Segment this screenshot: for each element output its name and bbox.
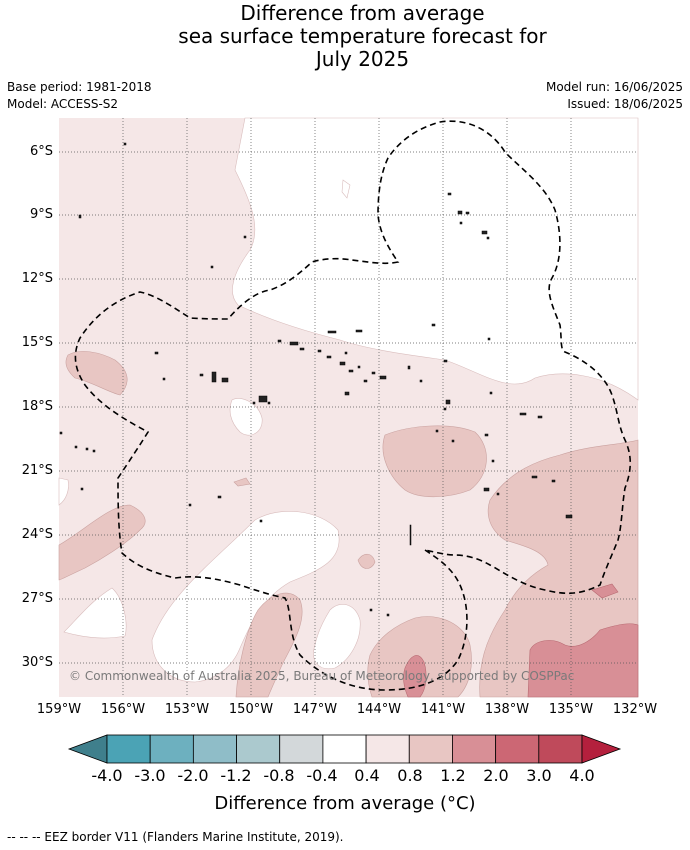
colorbar-cells [106, 734, 583, 764]
lon-tick-153w: 153°W [164, 702, 210, 717]
copyright-notice: © Commonwealth of Australia 2025, Bureau… [69, 669, 575, 683]
colorbar-cell [279, 734, 324, 764]
colorbar-label-neg0-4: -0.4 [306, 766, 338, 785]
meta-right: Model run: 16/06/2025 Issued: 18/06/2025 [546, 79, 683, 113]
lat-tick-27s: 27°S [21, 591, 53, 606]
issued-text: Issued: 18/06/2025 [567, 97, 683, 111]
warm-patch-tiny [233, 477, 251, 487]
colorbar-label-0-8: 0.8 [397, 766, 423, 785]
chart-title: Difference from average sea surface temp… [0, 2, 690, 71]
colorbar-cell [149, 734, 194, 764]
eez-footnote: -- -- -- EEZ border V11 (Flanders Marine… [7, 830, 344, 844]
neutral-patch-tiny [341, 179, 351, 199]
neutral-patch-south [313, 603, 361, 670]
lon-tick-132w: 132°W [612, 702, 658, 717]
colorbar-cell [322, 734, 367, 764]
colorbar-label-3-0: 3.0 [526, 766, 552, 785]
colorbar-cell [495, 734, 540, 764]
neutral-patch-southwest [63, 587, 127, 639]
colorbar-extend-low [67, 734, 108, 764]
colorbar-label-neg1-2: -1.2 [220, 766, 252, 785]
model-run-text: Model run: 16/06/2025 [545, 80, 683, 94]
colorbar [67, 734, 622, 764]
lat-tick-30s: 30°S [21, 655, 53, 670]
colorbar-cell [408, 734, 453, 764]
neutral-region-south-central [151, 510, 340, 683]
map-gridlines [59, 118, 638, 697]
colorbar-title: Difference from average (°C) [214, 793, 476, 814]
base-period-text: Base period: 1981-2018 [7, 80, 152, 94]
warmer-patch-east [591, 583, 619, 599]
meta-left: Base period: 1981-2018 Model: ACCESS-S2 [7, 79, 152, 113]
colorbar-cell [538, 734, 583, 764]
lon-tick-156w: 156°W [100, 702, 146, 717]
lat-tick-24s: 24°S [21, 527, 53, 542]
warmer-patch-south [403, 655, 427, 698]
colorbar-label-neg0-8: -0.8 [263, 766, 295, 785]
lon-tick-150w: 150°W [228, 702, 274, 717]
warm-patch-central [382, 425, 487, 498]
colorbar-cell [365, 734, 410, 764]
lat-tick-15s: 15°S [21, 335, 53, 350]
warm-patch-small [357, 553, 376, 569]
lat-tick-6s: 6°S [29, 144, 53, 159]
colorbar-extend-high [581, 734, 622, 764]
title-line-1: Difference from average [240, 1, 485, 25]
lat-tick-21s: 21°S [21, 463, 53, 478]
lon-tick-147w: 147°W [292, 702, 338, 717]
warm-patch-west [65, 351, 128, 396]
lat-tick-18s: 18°S [21, 399, 53, 414]
lon-tick-138w: 138°W [484, 702, 530, 717]
title-line-3: July 2025 [315, 47, 410, 71]
colorbar-cell [192, 734, 237, 764]
colorbar-cell [106, 734, 151, 764]
eez-border [74, 120, 632, 691]
warm-patch-southwest [58, 504, 146, 581]
title-line-2: sea surface temperature forecast for [178, 24, 547, 48]
colorbar-label-2-0: 2.0 [483, 766, 509, 785]
neutral-patch-west [58, 477, 69, 506]
colorbar-cell [452, 734, 497, 764]
islands [59, 142, 573, 617]
colorbar-label-neg4: -4.0 [91, 766, 123, 785]
colorbar-label-0-4: 0.4 [354, 766, 380, 785]
lon-tick-135w: 135°W [548, 702, 594, 717]
colorbar-label-neg2: -2.0 [177, 766, 209, 785]
colorbar-label-4-0: 4.0 [569, 766, 595, 785]
warm-patch-south [235, 592, 303, 698]
colorbar-cell [236, 734, 281, 764]
lat-tick-12s: 12°S [21, 271, 53, 286]
lat-tick-9s: 9°S [29, 207, 53, 222]
colorbar-label-1-2: 1.2 [440, 766, 466, 785]
neutral-region-north [232, 117, 639, 401]
colorbar-label-neg3: -3.0 [134, 766, 166, 785]
model-text: Model: ACCESS-S2 [7, 97, 119, 111]
lon-tick-141w: 141°W [420, 702, 466, 717]
lon-tick-159w: 159°W [36, 702, 82, 717]
neutral-patch-18s [229, 398, 263, 436]
lon-tick-144w: 144°W [356, 702, 402, 717]
warmer-region-southeast [527, 623, 639, 698]
